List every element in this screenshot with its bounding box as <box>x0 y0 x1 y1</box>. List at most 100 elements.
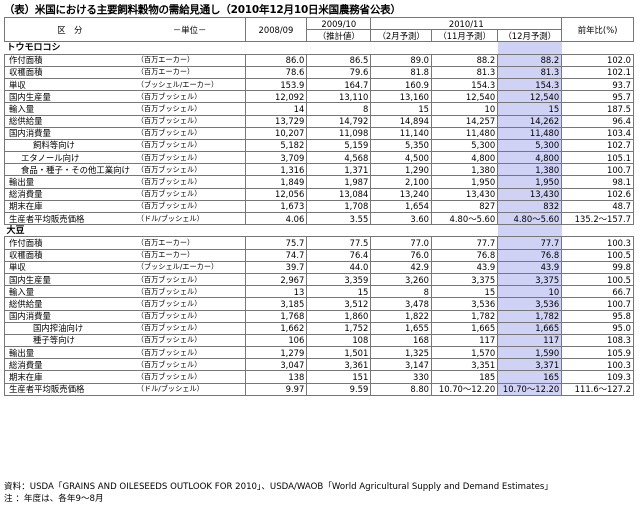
row-unit: （百万ブッシェル） <box>134 114 246 128</box>
table-row: 総消費量 （百万ブッシェル） 3,047 3,361 3,147 3,351 3,371 10… <box>3 358 634 372</box>
value-nov: 14,257 <box>431 114 499 128</box>
table-title: （表）米国における主要飼料穀物の需給見通し（2010年12月10日米国農務省公表… <box>4 4 401 16</box>
value-nov: 3,536 <box>431 297 499 311</box>
table-row: 輸入量 （百万ブッシェル） 14 8 15 10 15 187.5 <box>3 102 634 116</box>
value-dec: 12,540 <box>497 90 563 104</box>
section-highlight-cell <box>497 224 562 238</box>
table-row: 生産者平均販売価格 （ドル/ブッシェル） 9.97 9.59 8.80 10.70～12.… <box>3 382 634 396</box>
row-label: エタノール向け <box>3 151 135 165</box>
row-unit: （百万エーカー） <box>134 53 246 67</box>
value-yoy: 95.0 <box>561 321 634 335</box>
header-2009-estimate: （推計値） <box>306 29 372 43</box>
value-2009: 76.4 <box>306 248 372 262</box>
value-2009: 13,110 <box>306 90 372 104</box>
row-unit: （百万ブッシェル） <box>134 346 246 360</box>
value-nov: 117 <box>431 333 499 348</box>
value-dec: 117 <box>497 333 563 348</box>
value-yoy: 48.7 <box>561 199 634 214</box>
value-2008: 3,709 <box>244 151 308 165</box>
section-row: 大豆 <box>4 224 634 238</box>
section-row: トウモロコシ <box>4 41 634 55</box>
value-yoy: 66.7 <box>561 285 634 299</box>
value-nov: 77.7 <box>431 236 499 250</box>
value-2009: 3,361 <box>306 358 372 372</box>
row-unit: （百万ブッシェル） <box>134 370 246 384</box>
row-label: 単収 <box>3 260 135 274</box>
section-empty-cell <box>561 41 634 55</box>
value-2009: 1,860 <box>306 309 372 323</box>
value-2009: 3,512 <box>306 297 372 311</box>
value-yoy: 108.3 <box>561 333 634 348</box>
value-feb: 3,147 <box>370 358 433 372</box>
value-dec: 3,536 <box>497 297 563 311</box>
value-feb: 330 <box>370 370 433 384</box>
value-feb: 3,478 <box>370 297 433 311</box>
value-nov: 10 <box>431 102 499 116</box>
row-unit: （ドル/ブッシェル） <box>134 211 246 226</box>
value-dec: 3,371 <box>497 358 563 372</box>
supply-demand-table: 区 分 －単位－ 2008/09 2009/10 2010/11 前年比(%) … <box>3 16 634 396</box>
header-dec-forecast: （12月予測） <box>497 29 563 43</box>
value-yoy: 93.7 <box>561 77 634 92</box>
value-2009: 164.7 <box>306 77 372 92</box>
value-2009: 15 <box>306 285 372 299</box>
value-nov: 81.3 <box>431 65 499 79</box>
value-2009: 108 <box>306 333 372 348</box>
value-nov: 3,375 <box>431 272 499 287</box>
value-dec: 1,590 <box>497 346 563 360</box>
row-unit: （百万エーカー） <box>134 236 246 250</box>
row-label: 総消費量 <box>3 187 135 201</box>
value-yoy: 111.6～127.2 <box>561 382 634 396</box>
value-2009: 8 <box>306 102 372 116</box>
row-unit: （百万ブッシェル） <box>134 90 246 104</box>
value-nov: 1,665 <box>431 321 499 335</box>
value-yoy: 105.1 <box>561 151 634 165</box>
value-feb: 3.60 <box>370 211 433 226</box>
value-2009: 1,752 <box>306 321 372 335</box>
row-unit: （百万ブッシェル） <box>134 102 246 116</box>
row-label: 収穫面積 <box>3 65 135 79</box>
row-label: 種子等向け <box>3 333 135 348</box>
value-nov: 1,782 <box>431 309 499 323</box>
row-label: 国内生産量 <box>3 272 135 287</box>
row-label: 飼料等向け <box>3 138 135 153</box>
row-label: 単収 <box>3 77 135 92</box>
section-empty-cell <box>561 224 634 238</box>
value-nov: 154.3 <box>431 77 499 92</box>
value-2009: 11,098 <box>306 126 372 140</box>
table-row: 総供給量 （百万ブッシェル） 3,185 3,512 3,478 3,536 3,536 10… <box>3 297 634 311</box>
header-row-1: 区 分 －単位－ 2008/09 2009/10 2010/11 前年比(%) <box>3 16 634 43</box>
value-nov: 1,950 <box>431 175 499 189</box>
value-dec: 11,480 <box>497 126 563 140</box>
value-feb: 76.0 <box>370 248 433 262</box>
value-2008: 14 <box>244 102 308 116</box>
value-nov: 827 <box>431 199 499 214</box>
value-feb: 2,100 <box>370 175 433 189</box>
table-row: 収穫面積 （百万エーカー） 74.7 76.4 76.0 76.8 76.8 100.5 <box>3 248 634 262</box>
value-2008: 13,729 <box>244 114 308 128</box>
value-feb: 168 <box>370 333 433 348</box>
value-2008: 3,185 <box>244 297 308 311</box>
table-row: 国内消費量 （百万ブッシェル） 10,207 11,098 11,140 11,480 11… <box>3 126 634 140</box>
row-unit: （百万ブッシェル） <box>134 272 246 287</box>
row-label: 作付面積 <box>3 53 135 67</box>
row-unit: （ブッシェル/エーカー） <box>134 77 246 92</box>
row-label: 作付面積 <box>3 236 135 250</box>
table-row: 国内消費量 （百万ブッシェル） 1,768 1,860 1,822 1,782 1,782 9… <box>3 309 634 323</box>
table-row: 単収 （ブッシェル/エーカー） 153.9 164.7 160.9 154.3 154.3 9… <box>3 77 634 92</box>
value-2008: 1,316 <box>244 163 308 177</box>
section-title: トウモロコシ <box>4 41 498 55</box>
value-yoy: 102.0 <box>561 53 634 67</box>
value-nov: 1,570 <box>431 346 499 360</box>
row-label: 収穫面積 <box>3 248 135 262</box>
value-2009: 86.5 <box>306 53 372 67</box>
value-2008: 1,849 <box>244 175 308 189</box>
table-row: エタノール向け （百万ブッシェル） 3,709 4,568 4,500 4,800 4,80… <box>3 151 634 165</box>
value-2008: 9.97 <box>244 382 308 396</box>
value-feb: 4,500 <box>370 151 433 165</box>
row-label: 期末在庫 <box>3 370 135 384</box>
header-category: 区 分 <box>3 16 135 43</box>
value-2008: 4.06 <box>244 211 308 226</box>
value-2009: 9.59 <box>306 382 372 396</box>
value-feb: 1,654 <box>370 199 433 214</box>
